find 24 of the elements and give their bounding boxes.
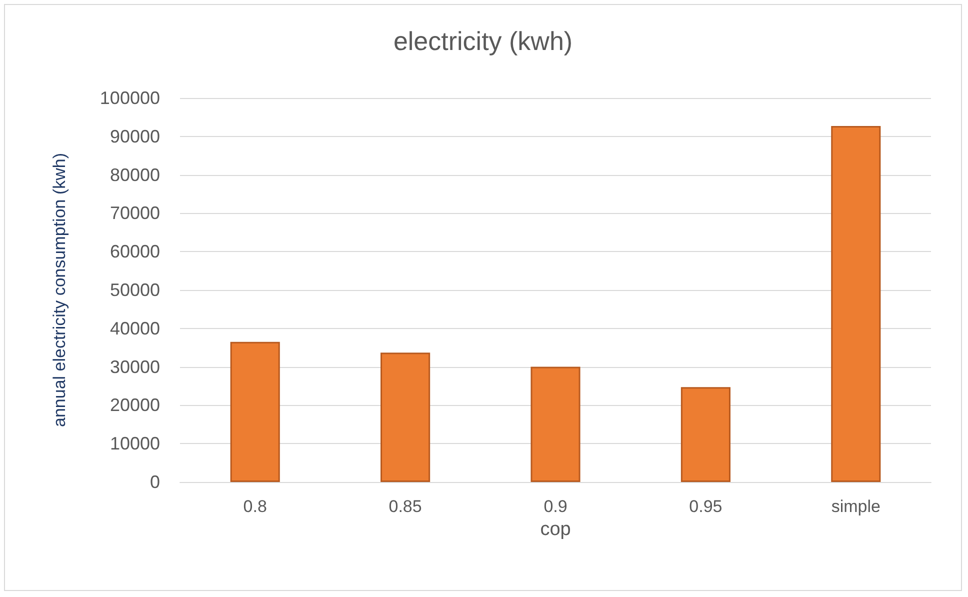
x-tick-label: 0.95 <box>689 497 722 516</box>
y-tick-label: 0 <box>150 472 160 492</box>
y-tick-label: 70000 <box>110 203 160 224</box>
x-tick-label: 0.85 <box>388 497 422 516</box>
bar <box>831 126 881 482</box>
x-tick-label: simple <box>831 497 880 516</box>
y-tick-label: 20000 <box>110 395 160 416</box>
y-tick-label: 90000 <box>110 126 160 146</box>
x-tick-label: 0.9 <box>544 497 568 516</box>
y-tick-label: 10000 <box>110 434 160 454</box>
bar <box>230 342 280 482</box>
y-tick-label: 40000 <box>110 318 160 338</box>
y-tick-label: 30000 <box>110 356 160 377</box>
bar <box>380 352 430 482</box>
chart-title: electricity (kwh) <box>393 26 573 56</box>
x-tick-label: 0.8 <box>243 497 267 516</box>
bar <box>530 366 580 482</box>
bar <box>680 387 730 482</box>
y-tick-label: 60000 <box>110 242 160 262</box>
y-tick-label: 100000 <box>100 88 160 108</box>
x-axis-title: cop <box>540 518 571 540</box>
y-axis-title: annual electricity consumption (kwh) <box>50 152 69 428</box>
y-tick-label: 80000 <box>110 164 160 185</box>
y-tick-label: 50000 <box>110 280 160 300</box>
